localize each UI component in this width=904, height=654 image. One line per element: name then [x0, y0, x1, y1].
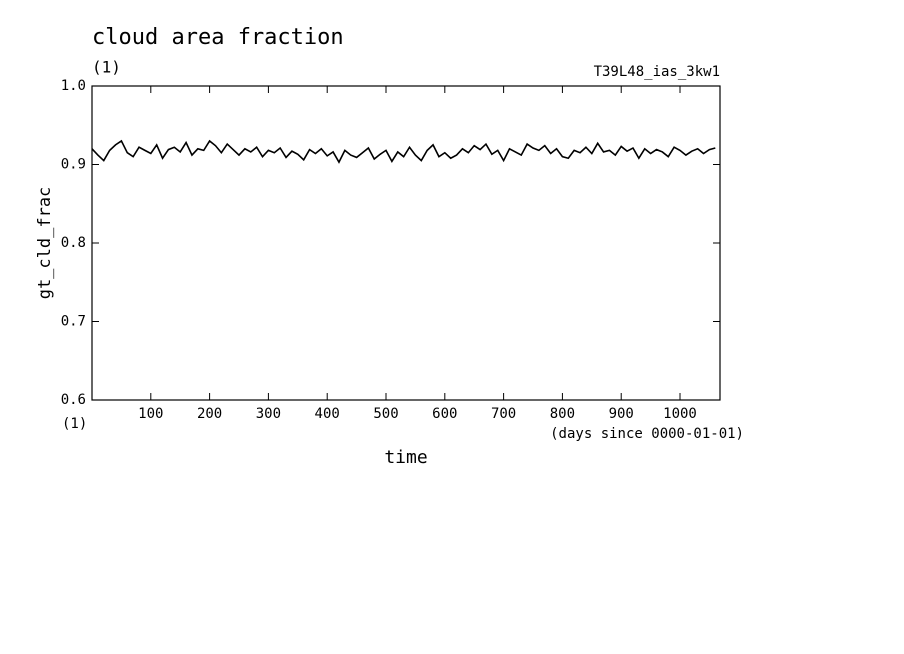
y-tick-label: 0.6: [61, 392, 86, 408]
y-axis-label: gt_cld_frac: [35, 187, 55, 300]
data-line: [91, 139, 716, 164]
x-tick-label: 400: [315, 406, 340, 422]
x-tick-label: 700: [491, 406, 516, 422]
x-tick-label: 300: [256, 406, 281, 422]
y-tick-label: 0.7: [61, 314, 86, 330]
annotation: T39L48_ias_3kw1: [594, 64, 720, 80]
x-tick-label: 600: [432, 406, 457, 422]
plot-frame: [91, 85, 721, 401]
chart-subtitle: (1): [92, 58, 121, 77]
x-axis-label: time: [384, 447, 427, 468]
y-tick-label: 0.9: [61, 157, 86, 173]
x-tick-label: 1000: [663, 406, 697, 422]
x-tick-label: 900: [609, 406, 634, 422]
x-tick-label: 200: [197, 406, 222, 422]
x-tick-label: 100: [138, 406, 163, 422]
x-tick-label: 800: [550, 406, 575, 422]
x-unit: (days since 0000-01-01): [550, 426, 744, 442]
chart-title: cloud area fraction: [92, 25, 344, 50]
x-tick-label: 500: [373, 406, 398, 422]
y-unit: (1): [62, 416, 87, 432]
y-tick-label: 0.8: [61, 235, 86, 251]
y-tick-label: 1.0: [61, 78, 86, 94]
